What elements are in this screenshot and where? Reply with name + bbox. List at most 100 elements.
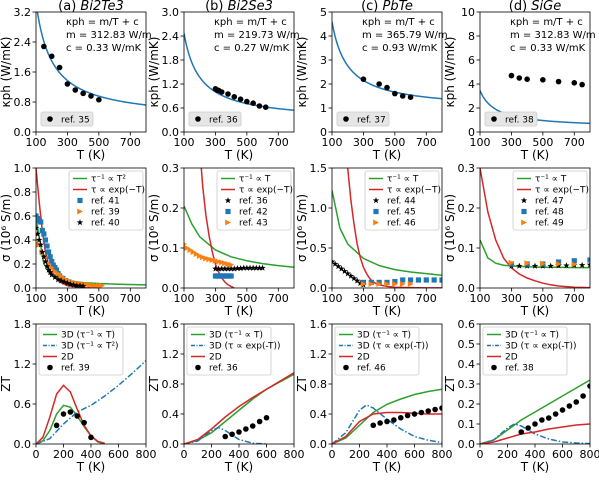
data-point [425,408,432,414]
data-point [64,81,71,87]
y-axis-label: κph (W/mK) [295,37,309,108]
legend-box [482,326,568,376]
x-axis-label: T (K) [372,148,401,162]
data-point [45,266,52,273]
x-tick-label: 100 [174,136,195,149]
data-point [407,94,414,100]
plot-area [480,168,590,288]
fit-annotation: m = 312.83 W/m [510,30,596,41]
data-point [57,277,65,284]
y-tick-label: 3.0 [162,6,180,19]
fit-annotation: κph = m/T + c [66,17,139,28]
data-point [236,429,242,435]
data-point [225,261,231,267]
data-point [224,265,232,272]
data-point [571,80,578,86]
data-point [96,96,102,103]
data-point [243,426,249,432]
fit-annotation: c = 0.27 W/mK [214,43,290,54]
x-tick-label: 500 [236,292,257,305]
x-tick-label: 100 [470,136,491,149]
y-axis-label: κph (W/mK) [0,37,13,108]
data-point [540,260,546,267]
legend-label: 2D [209,353,222,363]
data-point [218,265,225,272]
data-point [76,282,84,288]
x-tick-label: 100 [174,292,195,305]
legend-label: ref. 49 [535,219,564,229]
plot-area [332,21,442,100]
data-point [563,262,570,269]
data-point [228,273,234,279]
series-line-0 [332,388,442,444]
panel-d-kappa: 100 300 500 700 0 2 4 6 8 10 T (K) κph (W/mK) (d) Si… [443,0,596,162]
y-tick-label: 0.6 [162,102,180,115]
data-point [525,425,531,431]
x-tick-label: 100 [470,292,491,305]
legend-label: τ ∝ exp(−T) [535,186,589,196]
y-tick-label: 1 [320,102,327,115]
data-point [384,84,390,91]
legend-label: τ ∝ exp(−T) [239,186,293,196]
legend-marker [47,116,53,122]
plot-area [332,388,442,444]
panel-title: (c) PbTe [361,0,413,14]
legend-label: 3D (τ⁻¹ ∝ T) [61,331,115,341]
data-point [335,263,342,270]
x-tick-label: 800 [136,448,157,461]
y-tick-label: 0.5 [310,242,328,255]
y-tick-label: 1.8 [162,54,180,67]
data-point [200,254,206,261]
data-point [516,262,523,269]
y-tick-label: 0.4 [310,408,328,421]
data-point [38,219,44,225]
legend-label: ref. 44 [387,197,416,207]
data-point [580,393,586,399]
data-point [61,278,68,285]
legend-label: 3D (τ⁻¹ ∝ T) [209,331,263,341]
legend-label: ref. 45 [387,208,416,218]
x-axis-label: T (K) [76,148,105,162]
data-point [45,249,52,255]
legend-label: 3D (τ ∝ exp(-T)) [357,342,428,352]
data-point [88,93,94,99]
legend-label: ref. 39 [61,364,90,374]
legend-marker [372,197,380,204]
data-point [423,277,429,283]
x-tick-label: 300 [57,292,78,305]
legend-label: 2D [505,353,518,363]
x-tick-label: 100 [26,136,47,149]
data-point [193,251,200,257]
y-tick-label: 1.2 [14,358,32,371]
y-axis-label: σ (10⁶ S/m) [443,194,457,262]
y-tick-label: 0.0 [162,438,180,451]
data-point [39,227,45,233]
panel-title-prefix: (d) [509,0,532,14]
data-point [555,259,562,265]
data-point [392,90,398,97]
x-axis-label: T (K) [76,460,105,474]
legend-box [40,111,94,127]
x-tick-label: 200 [53,448,74,461]
plot-area [36,12,146,106]
legend-marker [77,208,83,215]
data-point [42,237,49,243]
legend-marker [521,208,527,215]
data-point [240,264,247,271]
data-point [407,277,414,283]
legend-box [364,170,440,231]
data-point [227,265,235,272]
data-point [41,231,47,237]
data-point [249,423,256,429]
y-tick-label: 10 [461,6,475,19]
y-tick-label: 0.8 [14,96,32,109]
data-point [376,279,382,285]
panel-title-material: SiGe [531,0,561,14]
legend-label: ref. 36 [209,364,238,374]
data-point [587,383,590,389]
y-tick-label: 0.1 [458,242,476,255]
data-point [384,281,390,287]
legend-label: 3D (τ⁻¹ ∝ T) [505,331,559,341]
y-tick-label: 0.2 [458,398,476,411]
y-tick-label: 0.0 [458,282,476,295]
